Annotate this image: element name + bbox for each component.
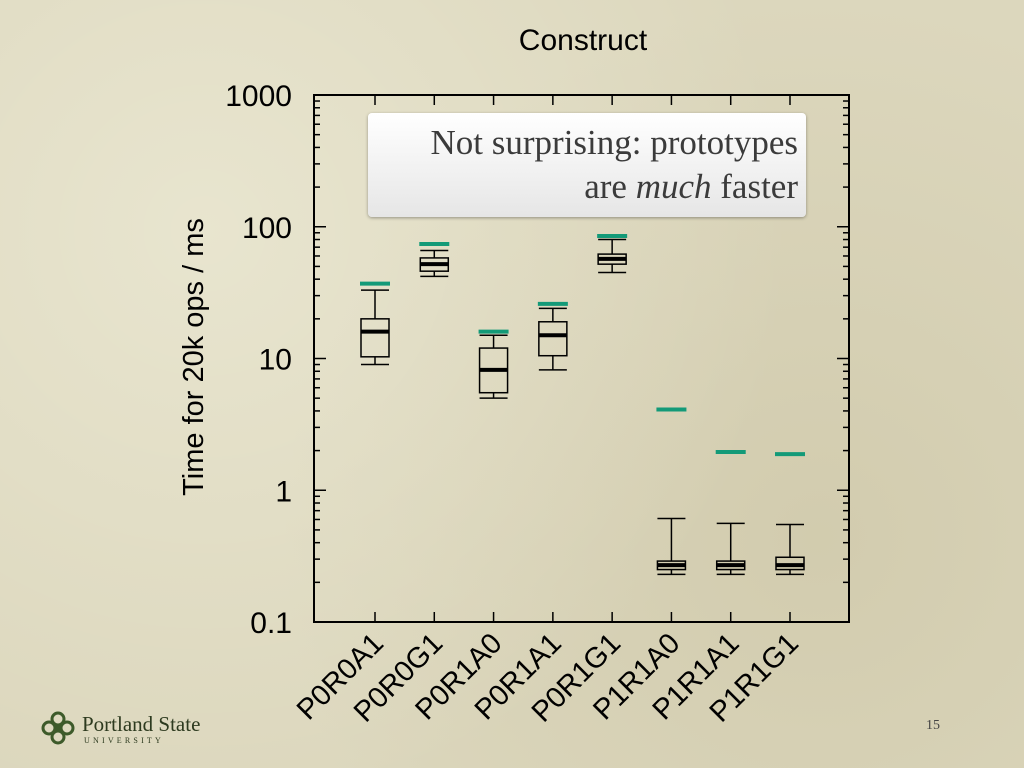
y-tick-label: 1 (275, 475, 292, 508)
y-tick-label: 100 (242, 212, 292, 245)
y-axis-label: Time for 20k ops / ms (178, 218, 210, 496)
callout-emphasis: much (635, 167, 712, 206)
page-number: 15 (926, 718, 940, 733)
y-tick-label: 0.1 (250, 607, 292, 640)
y-tick-label: 10 (259, 344, 292, 377)
logo-name: Portland State (82, 712, 201, 736)
logo-emblem-icon (41, 711, 75, 745)
box-iqr (360, 318, 390, 358)
boxes (360, 234, 805, 576)
logo-subtitle: UNIVERSITY (84, 736, 164, 745)
box-iqr (538, 321, 568, 357)
callout-word-are: are (584, 167, 627, 206)
axis-ticks (314, 95, 849, 623)
callout-note: Not surprising: prototypes are much fast… (368, 113, 806, 217)
callout-line-2: are much faster (376, 165, 798, 209)
y-tick-label: 1000 (225, 80, 292, 113)
university-logo: Portland State UNIVERSITY (40, 710, 260, 750)
y-tick-labels: 0.1 1 10 100 1000 (225, 80, 292, 640)
x-tick-labels: P0R0A1P0R0G1P0R1A0P0R1A1P0R1G1P1R1A0P1R1… (291, 627, 805, 728)
chart-title: Construct (519, 24, 648, 57)
callout-word-faster: faster (720, 167, 798, 206)
callout-line-1: Not surprising: prototypes (430, 123, 798, 162)
